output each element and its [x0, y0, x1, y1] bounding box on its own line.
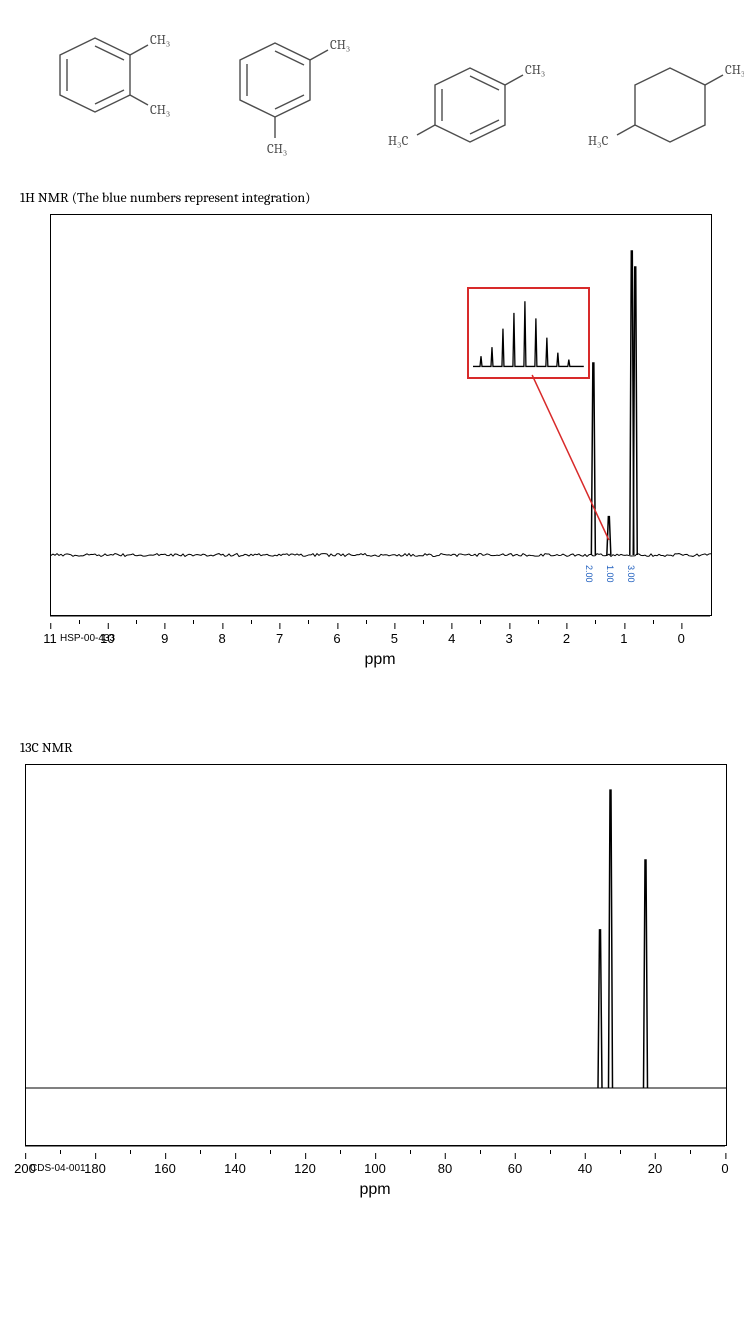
ch3-label: CH₃	[150, 103, 170, 118]
structures-row: CH₃ CH₃ CH₃ CH₃	[20, 20, 724, 174]
h3c-label: H₃C	[388, 134, 409, 149]
axis-tick: 11	[43, 631, 57, 646]
structure-o-xylene: CH₃ CH₃	[20, 20, 170, 154]
integration-value: 2.00	[584, 565, 594, 583]
integration-value: 1.00	[605, 565, 615, 583]
ch3-label: CH₃	[525, 63, 545, 78]
structure-p-xylene: CH₃ H₃C	[380, 45, 550, 159]
structure-dimethylcyclohexane: CH₃ H₃C	[580, 45, 744, 159]
h1-nmr-spectrum: 2.00 1.00 3.00	[50, 214, 712, 616]
integration-value: 3.00	[626, 565, 636, 583]
c13-sample-id: CDS-04-001	[30, 1163, 724, 1174]
h3c-label: H₃C	[588, 134, 609, 149]
ch3-label: CH₃	[267, 142, 287, 157]
spectrum-inset	[467, 287, 590, 379]
h1-sample-id: HSP-00-433	[60, 633, 724, 644]
ch3-label: CH₃	[725, 63, 744, 78]
ch3-label: CH₃	[330, 38, 350, 53]
h1-axis-title: ppm	[50, 651, 710, 669]
c13-nmr-spectrum	[25, 764, 727, 1146]
ch3-label: CH₃	[150, 33, 170, 48]
h1-nmr-label: 1H NMR (The blue numbers represent integ…	[20, 189, 724, 206]
structure-m-xylene: CH₃ CH₃	[200, 20, 350, 174]
c13-axis-title: ppm	[25, 1181, 725, 1199]
c13-nmr-label: 13C NMR	[20, 739, 724, 756]
